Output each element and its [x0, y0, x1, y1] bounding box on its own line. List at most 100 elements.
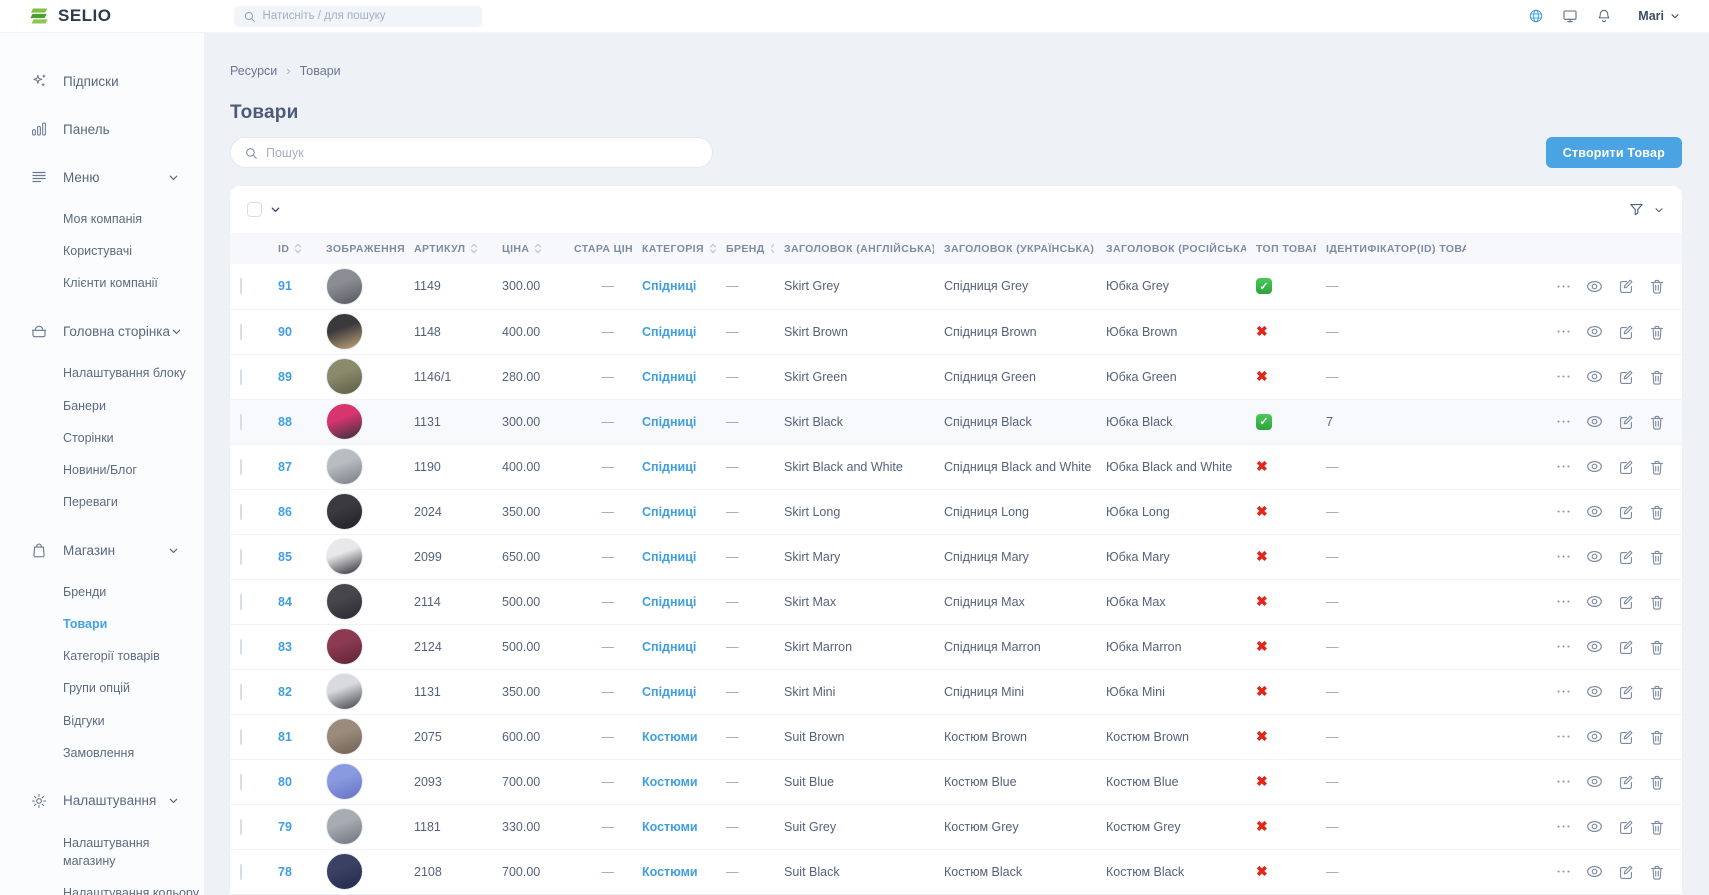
bulk-actions-chevron-icon[interactable] [269, 203, 282, 216]
row-delete-icon[interactable] [1648, 368, 1666, 386]
product-id-link[interactable]: 86 [278, 504, 292, 519]
product-category-link[interactable]: Спідниці [642, 324, 697, 339]
row-edit-icon[interactable] [1617, 773, 1635, 791]
product-category-link[interactable]: Спідниці [642, 639, 697, 654]
row-edit-icon[interactable] [1617, 683, 1635, 701]
row-view-icon[interactable] [1585, 322, 1604, 341]
product-category-link[interactable]: Костюми [642, 819, 698, 834]
row-delete-icon[interactable] [1648, 323, 1666, 341]
product-category-link[interactable]: Спідниці [642, 504, 697, 519]
sidebar-subitem[interactable]: Бренди [63, 585, 107, 599]
row-edit-icon[interactable] [1617, 818, 1635, 836]
row-edit-icon[interactable] [1617, 458, 1635, 476]
products-search[interactable] [230, 137, 713, 168]
sidebar-subitem[interactable]: Категорії товарів [63, 649, 160, 664]
row-delete-icon[interactable] [1648, 638, 1666, 656]
row-view-icon[interactable] [1585, 277, 1604, 296]
product-category-link[interactable]: Спідниці [642, 369, 697, 384]
sidebar-subitem[interactable]: Новини/Блог [63, 462, 137, 477]
product-id-link[interactable]: 81 [278, 729, 292, 744]
breadcrumb-resources[interactable]: Ресурси [230, 63, 278, 78]
sidebar-subitem[interactable]: Клієнти компанії [63, 276, 158, 291]
product-id-link[interactable]: 88 [278, 414, 292, 429]
filter-control[interactable] [1628, 201, 1665, 218]
row-delete-icon[interactable] [1648, 593, 1666, 611]
row-checkbox[interactable] [240, 638, 242, 655]
brand-logo[interactable]: SELIO [30, 6, 112, 26]
product-category-link[interactable]: Спідниці [642, 594, 697, 609]
sidebar-item-settings[interactable]: Налаштування [30, 777, 180, 825]
row-checkbox[interactable] [240, 863, 242, 880]
row-delete-icon[interactable] [1648, 548, 1666, 566]
sort-icon[interactable] [294, 242, 302, 255]
row-more-icon[interactable] [1555, 773, 1572, 790]
sort-icon[interactable] [770, 242, 774, 255]
sidebar-subitem[interactable]: Користувачі [63, 244, 133, 259]
row-edit-icon[interactable] [1617, 548, 1635, 566]
row-more-icon[interactable] [1555, 593, 1572, 610]
row-more-icon[interactable] [1555, 683, 1572, 700]
row-view-icon[interactable] [1585, 727, 1604, 746]
row-edit-icon[interactable] [1617, 368, 1635, 386]
row-view-icon[interactable] [1585, 592, 1604, 611]
sidebar-subitem[interactable]: Переваги [63, 494, 118, 509]
product-category-link[interactable]: Спідниці [642, 414, 697, 429]
product-category-link[interactable]: Спідниці [642, 549, 697, 564]
row-view-icon[interactable] [1585, 817, 1604, 836]
row-delete-icon[interactable] [1648, 458, 1666, 476]
row-more-icon[interactable] [1555, 278, 1572, 295]
sidebar-subitem[interactable]: Замовлення [63, 745, 135, 760]
user-menu[interactable]: Mari [1638, 9, 1681, 23]
column-header-article[interactable]: АРТИКУЛ [404, 233, 492, 264]
products-search-input[interactable] [266, 145, 699, 160]
row-checkbox[interactable] [240, 368, 242, 385]
row-delete-icon[interactable] [1648, 818, 1666, 836]
row-edit-icon[interactable] [1617, 863, 1635, 881]
sidebar-item-shop[interactable]: Магазин [30, 526, 180, 574]
row-checkbox[interactable] [240, 548, 242, 565]
row-delete-icon[interactable] [1648, 773, 1666, 791]
product-id-link[interactable]: 79 [278, 819, 292, 834]
row-more-icon[interactable] [1555, 458, 1572, 475]
row-more-icon[interactable] [1555, 503, 1572, 520]
row-edit-icon[interactable] [1617, 503, 1635, 521]
sidebar-item-menu[interactable]: Меню [30, 153, 180, 201]
bell-icon[interactable] [1596, 8, 1612, 24]
language-globe-icon[interactable] [1528, 8, 1544, 24]
row-view-icon[interactable] [1585, 412, 1604, 431]
product-category-link[interactable]: Костюми [642, 864, 698, 879]
row-delete-icon[interactable] [1648, 503, 1666, 521]
column-header-price[interactable]: ЦІНА [492, 233, 564, 264]
row-more-icon[interactable] [1555, 413, 1572, 430]
row-checkbox[interactable] [240, 323, 242, 340]
row-more-icon[interactable] [1555, 323, 1572, 340]
product-id-link[interactable]: 82 [278, 684, 292, 699]
row-checkbox[interactable] [240, 458, 242, 475]
sidebar-item-homepage[interactable]: Головна сторінка [30, 307, 181, 355]
row-more-icon[interactable] [1555, 863, 1572, 880]
row-edit-icon[interactable] [1617, 638, 1635, 656]
product-id-link[interactable]: 80 [278, 774, 292, 789]
row-checkbox[interactable] [240, 728, 242, 745]
product-id-link[interactable]: 85 [278, 549, 292, 564]
sidebar-subitem[interactable]: Сторінки [63, 430, 114, 445]
row-edit-icon[interactable] [1617, 728, 1635, 746]
row-edit-icon[interactable] [1617, 323, 1635, 341]
select-all-checkbox[interactable] [247, 202, 262, 217]
sidebar-subitem[interactable]: Налаштування кольору [63, 886, 199, 895]
row-view-icon[interactable] [1585, 682, 1604, 701]
product-id-link[interactable]: 90 [278, 324, 292, 339]
sort-icon[interactable] [470, 242, 478, 255]
column-header-id[interactable]: ID [268, 233, 316, 264]
sidebar-subitem[interactable]: Банери [63, 398, 106, 413]
row-edit-icon[interactable] [1617, 593, 1635, 611]
row-delete-icon[interactable] [1648, 683, 1666, 701]
column-header-brand[interactable]: БРЕНД [716, 233, 774, 264]
row-view-icon[interactable] [1585, 367, 1604, 386]
product-category-link[interactable]: Спідниці [642, 279, 697, 294]
row-checkbox[interactable] [240, 818, 242, 835]
row-view-icon[interactable] [1585, 637, 1604, 656]
product-id-link[interactable]: 87 [278, 459, 292, 474]
row-checkbox[interactable] [240, 683, 242, 700]
row-edit-icon[interactable] [1617, 413, 1635, 431]
